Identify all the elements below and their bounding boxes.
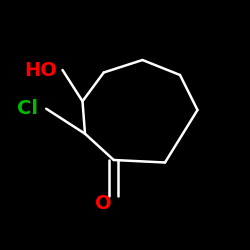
Text: O: O [96, 194, 112, 213]
Text: HO: HO [24, 60, 56, 80]
Text: Cl: Cl [18, 99, 38, 118]
